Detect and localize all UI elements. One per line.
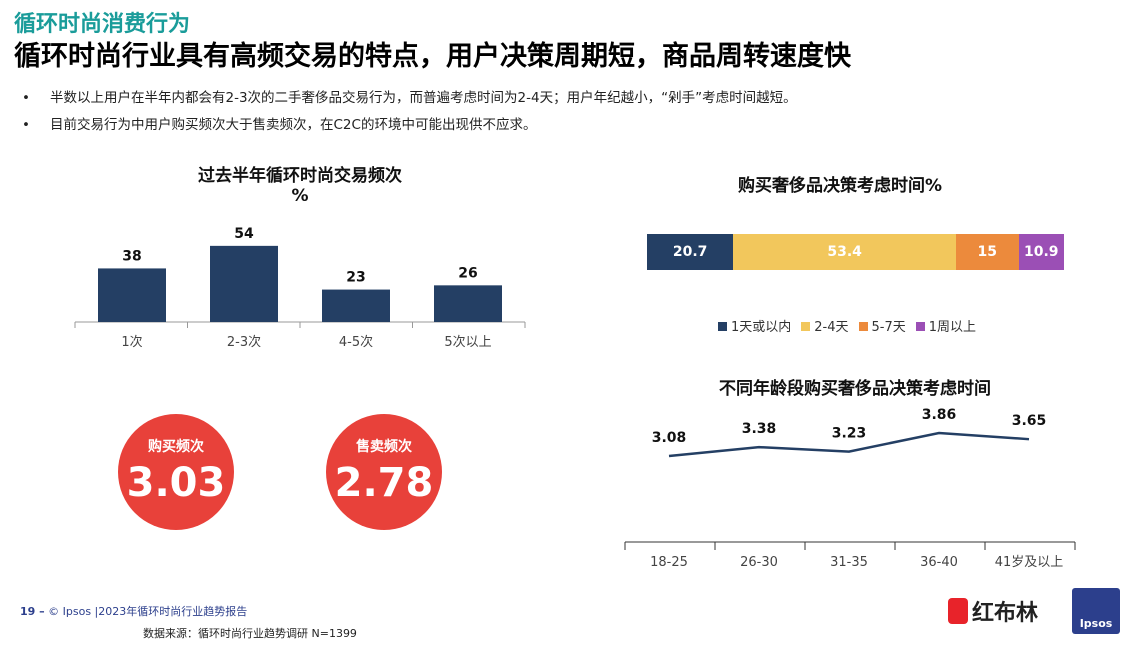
stacked-legend: 1天或以内 2-4天 5-7天 1周以上 <box>718 316 976 335</box>
footer-left: 19 – © Ipsos |2023年循环时尚行业趋势报告 <box>20 603 247 619</box>
x-tick-label: 26-30 <box>740 555 778 570</box>
segment-2: 53.4 <box>733 234 956 270</box>
x-tick-label: 41岁及以上 <box>995 555 1064 570</box>
data-label: 3.65 <box>1012 413 1047 429</box>
frequency-bar-chart: 38 1次 54 2-3次 23 4-5次 26 5次以上 <box>74 226 526 350</box>
legend-item: 2-4天 <box>801 316 849 335</box>
bullet-marker: • <box>22 117 30 133</box>
bullet-text: 半数以上用户在半年内都会有2-3次的二手奢侈品交易行为，而普遍考虑时间为2-4天… <box>50 90 797 106</box>
kpi-label: 售卖频次 <box>356 439 412 455</box>
bar-chart-title-line2: % <box>291 186 309 206</box>
hongbulin-logo: 红布林 <box>948 595 1038 627</box>
kpi-sell-frequency: 售卖频次 2.78 <box>326 414 442 530</box>
kpi-buy-frequency: 购买频次 3.03 <box>118 414 234 530</box>
bar <box>98 268 166 322</box>
data-label: 38 <box>122 248 141 264</box>
bullet-2: • 目前交易行为中用户购买频次大于售卖频次，在C2C的环境中可能出现供不应求。 <box>22 113 536 133</box>
legend-swatch <box>801 322 811 331</box>
section-title: 循环时尚消费行为 <box>14 12 191 37</box>
legend-item: 1天或以内 <box>718 316 791 335</box>
series-line <box>668 431 1030 458</box>
bullet-1: • 半数以上用户在半年内都会有2-3次的二手奢侈品交易行为，而普遍考虑时间为2-4… <box>22 86 797 106</box>
segment-3: 15 <box>955 234 1019 270</box>
data-label: 3.86 <box>922 407 957 423</box>
x-tick-label: 5次以上 <box>444 334 491 350</box>
bar <box>322 289 390 322</box>
legend-label: 5-7天 <box>871 320 906 335</box>
data-source: 数据来源：循环时尚行业趋势调研 N=1399 <box>143 627 357 640</box>
x-tick-label: 18-25 <box>650 555 688 570</box>
bar <box>434 285 502 322</box>
bullet-marker: • <box>22 90 30 106</box>
data-label: 3.23 <box>832 426 867 442</box>
data-label: 3.08 <box>652 430 687 446</box>
decision-time-stacked-bar: 20.7 53.4 15 10.9 <box>647 234 1064 270</box>
x-tick-label: 1次 <box>121 334 142 350</box>
legend-item: 5-7天 <box>858 316 906 335</box>
hongbulin-logo-icon <box>948 598 968 624</box>
legend-label: 1天或以内 <box>731 320 792 335</box>
x-tick-label: 31-35 <box>830 555 868 570</box>
ipsos-logo-text: Ipsos <box>1079 617 1113 630</box>
legend-label: 1周以上 <box>928 320 977 335</box>
hongbulin-logo-text: 红布林 <box>972 601 1039 626</box>
data-label: 23 <box>346 270 365 286</box>
bullet-text: 目前交易行为中用户购买频次大于售卖频次，在C2C的环境中可能出现供不应求。 <box>50 117 537 133</box>
x-tick-label: 4-5次 <box>339 334 373 350</box>
legend-swatch <box>718 322 727 331</box>
kpi-value: 2.78 <box>334 460 434 506</box>
page-title: 循环时尚行业具有高频交易的特点，用户决策周期短，商品周转速度快 <box>14 41 851 72</box>
x-tick-label: 2-3次 <box>227 334 261 350</box>
copyright: © Ipsos |2023年循环时尚行业趋势报告 <box>48 605 248 618</box>
legend-swatch <box>858 322 868 331</box>
legend-item: 1周以上 <box>915 316 977 335</box>
data-label: 3.38 <box>742 421 777 437</box>
stacked-chart-title: 购买奢侈品决策考虑时间% <box>737 176 943 196</box>
page-number: 19 – <box>20 605 45 618</box>
line-chart-title: 不同年龄段购买奢侈品决策考虑时间 <box>719 379 991 399</box>
legend-swatch <box>915 322 925 331</box>
bar <box>210 245 278 322</box>
data-label: 54 <box>234 226 254 242</box>
ipsos-logo: Ipsos <box>1072 588 1120 634</box>
bar-chart-title: 过去半年循环时尚交易频次% <box>150 161 450 206</box>
segment-1: 20.7 <box>647 234 734 270</box>
x-tick-label: 36-40 <box>920 555 958 570</box>
bar-chart-title-line1: 过去半年循环时尚交易频次 <box>198 166 402 186</box>
age-line-chart: 3.08 18-25 3.38 26-30 3.23 31-35 3.86 36-40 3.65… <box>624 407 1076 570</box>
data-label: 26 <box>458 265 477 281</box>
segment-4: 10.9 <box>1018 234 1064 270</box>
kpi-value: 3.03 <box>126 460 226 506</box>
legend-label: 2-4天 <box>814 320 849 335</box>
kpi-label: 购买频次 <box>148 439 204 455</box>
